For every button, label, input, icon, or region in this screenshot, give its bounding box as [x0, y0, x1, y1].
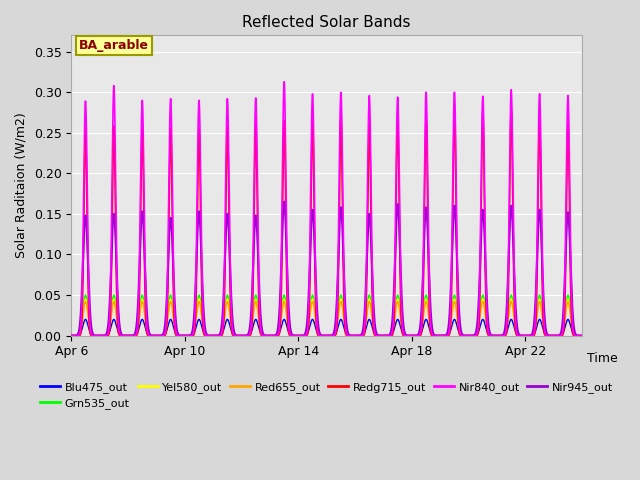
Blu475_out	[210, 333, 218, 338]
Nir945_out	[280, 199, 288, 204]
Yel580_out	[67, 333, 75, 338]
Nir840_out	[177, 333, 184, 338]
Nir945_out	[579, 333, 586, 338]
Nir840_out	[578, 333, 586, 338]
Redg715_out	[210, 333, 218, 338]
Yel580_out	[82, 296, 90, 302]
Nir840_out	[385, 333, 393, 338]
Red655_out	[177, 333, 185, 338]
Line: Red655_out: Red655_out	[71, 301, 582, 336]
Nir945_out	[210, 333, 218, 338]
Y-axis label: Solar Raditaion (W/m2): Solar Raditaion (W/m2)	[15, 113, 28, 258]
Nir945_out	[385, 332, 393, 338]
Redg715_out	[508, 106, 515, 111]
Grn535_out	[579, 333, 586, 338]
Grn535_out	[578, 333, 586, 338]
Text: BA_arable: BA_arable	[79, 39, 149, 52]
Yel580_out	[177, 333, 185, 338]
Redg715_out	[177, 333, 184, 338]
Nir840_out	[210, 333, 218, 338]
Line: Grn535_out: Grn535_out	[71, 295, 582, 336]
Blu475_out	[177, 333, 185, 338]
Red655_out	[82, 299, 90, 304]
Yel580_out	[376, 333, 384, 338]
Red655_out	[210, 333, 218, 338]
Redg715_out	[385, 333, 393, 338]
Redg715_out	[67, 333, 75, 338]
Redg715_out	[376, 333, 384, 338]
Blu475_out	[579, 333, 586, 338]
Blu475_out	[578, 333, 586, 338]
Redg715_out	[530, 333, 538, 338]
Yel580_out	[210, 333, 218, 338]
Nir945_out	[530, 324, 538, 329]
Nir840_out	[530, 331, 538, 337]
Blu475_out	[530, 332, 538, 337]
Redg715_out	[579, 333, 586, 338]
Nir945_out	[578, 333, 586, 338]
Text: Time: Time	[588, 352, 618, 365]
Nir840_out	[579, 333, 586, 338]
Red655_out	[67, 333, 75, 338]
Yel580_out	[578, 333, 586, 338]
Title: Reflected Solar Bands: Reflected Solar Bands	[243, 15, 411, 30]
Red655_out	[385, 333, 393, 338]
Line: Yel580_out: Yel580_out	[71, 299, 582, 336]
Red655_out	[530, 330, 538, 336]
Nir840_out	[376, 333, 384, 338]
Line: Blu475_out: Blu475_out	[71, 319, 582, 336]
Yel580_out	[579, 333, 586, 338]
Redg715_out	[578, 333, 586, 338]
Yel580_out	[530, 330, 538, 336]
Nir840_out	[280, 79, 288, 84]
Legend: Blu475_out, Grn535_out, Yel580_out, Red655_out, Redg715_out, Nir840_out, Nir945_: Blu475_out, Grn535_out, Yel580_out, Red6…	[36, 377, 618, 413]
Blu475_out	[385, 333, 393, 338]
Yel580_out	[385, 333, 393, 338]
Nir945_out	[376, 333, 384, 338]
Red655_out	[578, 333, 586, 338]
Grn535_out	[67, 333, 75, 338]
Red655_out	[376, 333, 384, 338]
Nir945_out	[177, 333, 184, 338]
Blu475_out	[82, 316, 90, 322]
Blu475_out	[67, 333, 75, 338]
Line: Redg715_out: Redg715_out	[71, 108, 582, 336]
Red655_out	[579, 333, 586, 338]
Grn535_out	[177, 333, 185, 338]
Grn535_out	[210, 333, 218, 338]
Nir945_out	[67, 333, 75, 338]
Line: Nir945_out: Nir945_out	[71, 202, 582, 336]
Line: Nir840_out: Nir840_out	[71, 82, 582, 336]
Grn535_out	[82, 292, 90, 298]
Grn535_out	[530, 330, 538, 336]
Grn535_out	[376, 333, 384, 338]
Grn535_out	[385, 333, 393, 338]
Blu475_out	[376, 333, 384, 338]
Nir840_out	[67, 333, 75, 338]
